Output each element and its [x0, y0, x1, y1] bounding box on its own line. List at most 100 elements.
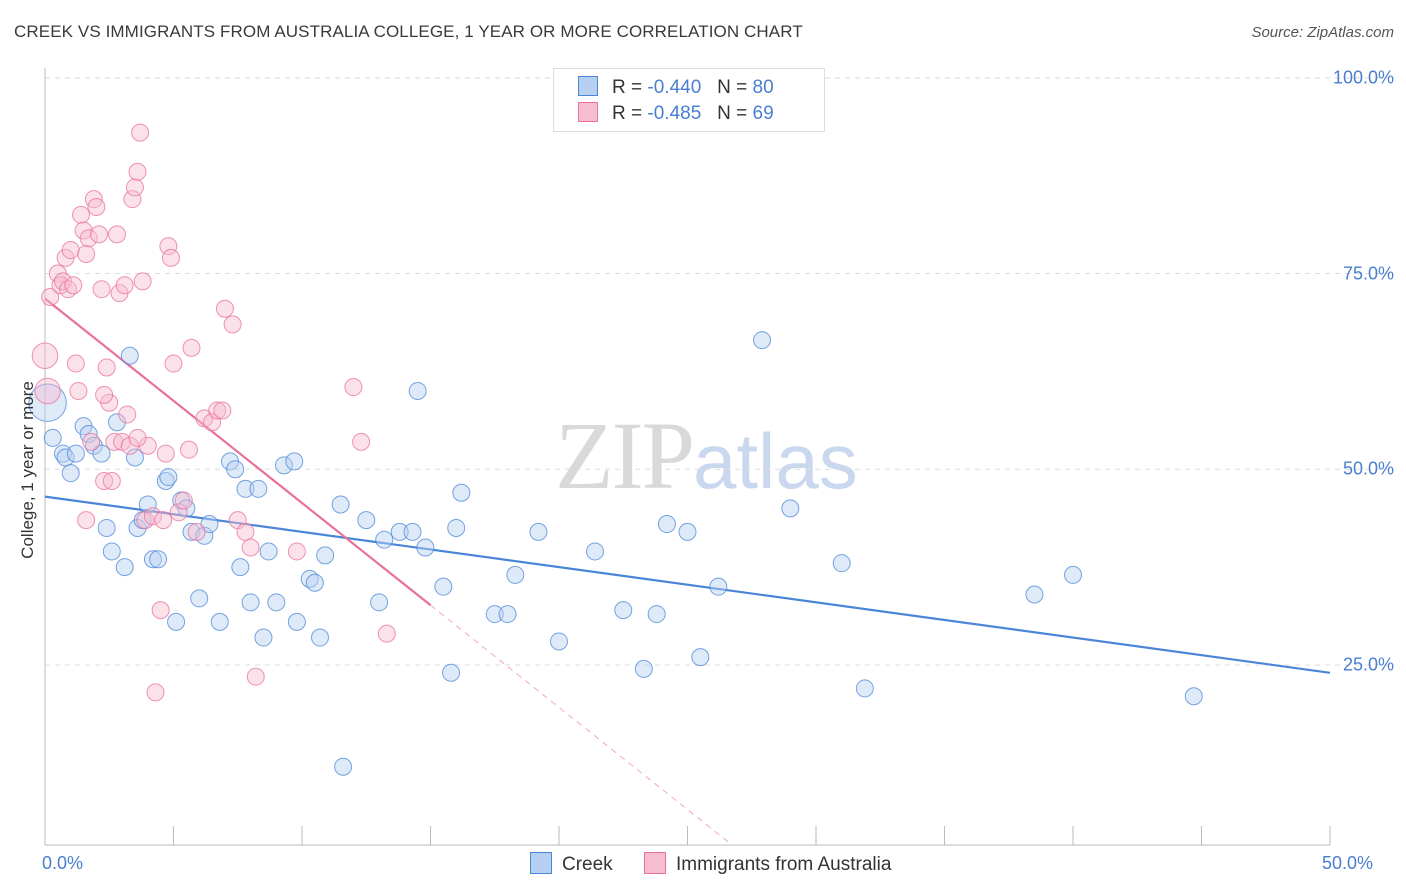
creek-point	[28, 383, 67, 422]
creek-point	[485, 605, 504, 624]
y-tick-label: 50.0%	[1342, 458, 1394, 479]
australia-point	[236, 522, 255, 541]
australia-point	[146, 683, 165, 702]
creek-point	[334, 757, 353, 776]
australia-point	[79, 229, 98, 248]
creek-point	[403, 522, 422, 541]
legend-creek-label: Creek	[562, 854, 613, 875]
australia-point	[92, 280, 111, 299]
gridlines	[45, 77, 1392, 666]
creek-point	[231, 558, 250, 577]
creek-point	[331, 495, 350, 514]
australia-point	[66, 354, 85, 373]
australia-point	[95, 385, 114, 404]
australia-point	[215, 299, 234, 318]
creek-point	[1064, 565, 1082, 584]
creek-n-label: N =	[717, 77, 748, 98]
creek-point	[115, 558, 134, 577]
creek-point	[416, 538, 435, 557]
creek-point	[287, 612, 306, 631]
australia-point	[118, 405, 137, 424]
australia-point	[174, 491, 193, 510]
creek-point	[709, 577, 728, 596]
australia-point	[187, 522, 206, 541]
creek-point	[43, 428, 62, 447]
creek-point	[61, 464, 80, 483]
trend-line-1	[44, 297, 432, 607]
australia-point	[87, 197, 106, 216]
creek-point	[614, 601, 633, 620]
australia-point	[151, 601, 170, 620]
creek-point	[285, 452, 304, 471]
australia-point	[131, 123, 150, 142]
creek-point	[275, 456, 294, 475]
australia-point	[115, 276, 134, 295]
creek-point	[452, 483, 471, 502]
legend-item-creek[interactable]: Creek	[530, 852, 613, 876]
creek-point	[159, 468, 178, 487]
australia-point	[31, 342, 59, 369]
y-tick-label: 75.0%	[1342, 263, 1394, 284]
creek-point	[585, 542, 604, 561]
legend: Creek Immigrants from Australia	[0, 852, 1406, 878]
watermark-atlas: atlas	[693, 417, 858, 505]
creek-point	[249, 479, 268, 498]
creek-point	[634, 659, 653, 678]
creek-point	[498, 605, 517, 624]
australia-point	[179, 440, 198, 459]
y-tick-label: 25.0%	[1342, 654, 1394, 675]
australia-point	[125, 178, 144, 197]
creek-point	[92, 444, 111, 463]
australia-point	[41, 288, 60, 307]
source-label: Source: ZipAtlas.com	[1251, 24, 1394, 41]
creek-point	[447, 518, 466, 537]
creek-point	[781, 499, 800, 518]
axes	[44, 68, 1331, 846]
australia-r-label: R =	[612, 103, 643, 124]
creek-point	[267, 593, 286, 612]
creek-point	[529, 522, 548, 541]
australia-point	[102, 471, 121, 490]
creek-point	[678, 522, 697, 541]
creek-point	[647, 605, 666, 624]
australia-point	[128, 162, 147, 181]
creek-r-label: R =	[612, 77, 643, 98]
creek-point	[226, 460, 245, 479]
chart-title: CREEK VS IMMIGRANTS FROM AUSTRALIA COLLE…	[14, 22, 803, 41]
creek-point	[316, 546, 335, 565]
legend-item-australia[interactable]: Immigrants from Australia	[644, 852, 891, 876]
creek-point	[210, 612, 229, 631]
creek-point	[259, 542, 278, 561]
legend-australia-swatch	[644, 852, 666, 874]
creek-point	[434, 577, 453, 596]
creek-point	[236, 479, 255, 498]
creek-point	[753, 331, 772, 350]
watermark: ZIPatlas	[555, 400, 858, 511]
creek-point	[138, 495, 157, 514]
australia-point	[344, 378, 363, 397]
creek-point	[125, 448, 144, 467]
australia-r-value: -0.485	[647, 103, 702, 124]
australia-point	[377, 624, 396, 643]
creek-n-value: 80	[752, 77, 774, 98]
australia-point	[34, 377, 61, 405]
creek-point	[550, 632, 568, 651]
australia-point	[64, 276, 83, 295]
australia-n-label: N =	[717, 103, 748, 124]
creek-point	[241, 593, 260, 612]
legend-creek-swatch	[530, 852, 552, 874]
creek-point	[143, 550, 162, 569]
creek-point	[254, 628, 273, 647]
australia-point	[182, 338, 201, 357]
creek-point	[167, 612, 186, 631]
creek-point	[66, 444, 85, 463]
creek-point	[657, 515, 676, 534]
australia-point	[169, 503, 188, 522]
creek-point	[149, 550, 168, 569]
creek-point	[691, 648, 710, 667]
creek-point	[408, 381, 427, 400]
creek-swatch	[578, 76, 598, 96]
australia-swatch	[578, 102, 598, 122]
trend-line-extension-1	[430, 604, 733, 846]
